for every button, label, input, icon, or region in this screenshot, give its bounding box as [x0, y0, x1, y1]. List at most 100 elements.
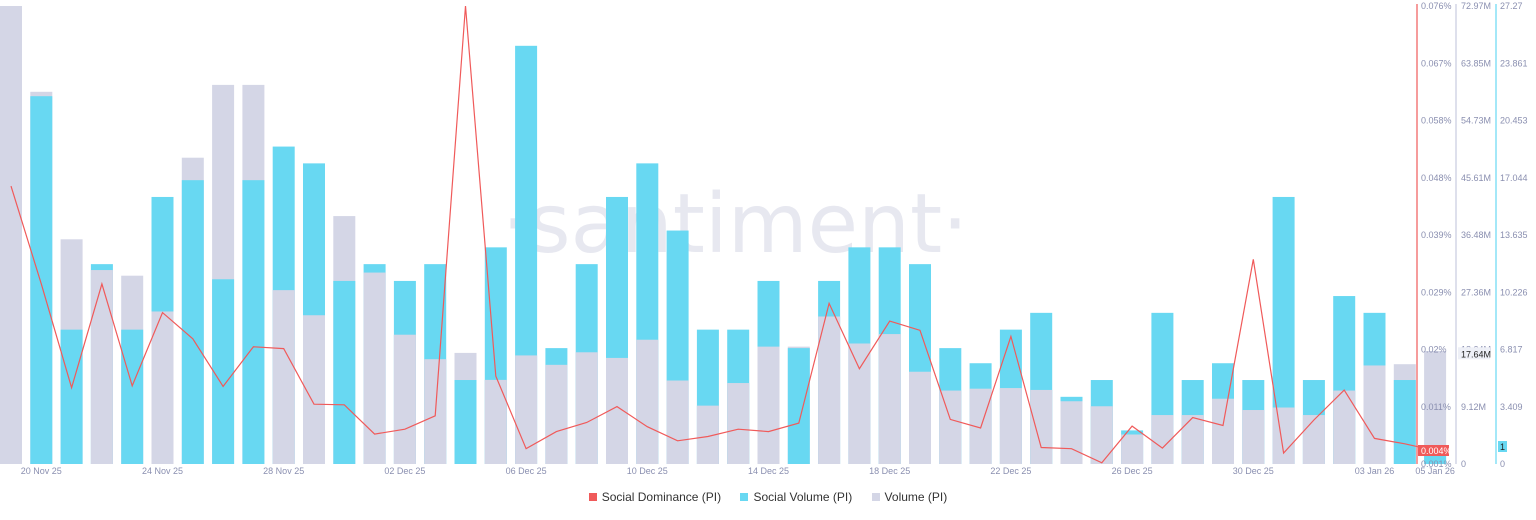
social-volume-bar: [1272, 196, 1295, 464]
legend-swatch-social-dominance: [588, 493, 597, 501]
volume-bar-overlay: [999, 388, 1022, 464]
volume-bar-overlay: [636, 339, 659, 464]
dominance-tick-label: 0.076%: [1421, 1, 1452, 11]
x-tick-label: 30 Dec 25: [1233, 466, 1274, 476]
social-volume-bar: [212, 279, 235, 464]
volume-bar: [0, 6, 22, 464]
volume-bar-overlay: [272, 290, 295, 464]
volume-bar-overlay: [757, 346, 780, 464]
volume-bar-overlay: [1363, 365, 1386, 464]
volume-bar-overlay: [1151, 415, 1174, 464]
dominance-tick-label: 0.058%: [1421, 116, 1452, 126]
social-volume-bar: [30, 96, 53, 465]
x-tick-label: 24 Nov 25: [142, 466, 183, 476]
x-tick-label: 20 Nov 25: [21, 466, 62, 476]
dominance-tick-label: 0.048%: [1421, 173, 1452, 183]
volume-bar-overlay: [90, 270, 113, 464]
volume-current-badge: [1458, 347, 1490, 360]
volume-bar-overlay: [1121, 434, 1144, 464]
social-current-value: 1: [1500, 442, 1505, 452]
volume-tick-label: 0: [1461, 459, 1466, 469]
dominance-current-badge: [1418, 445, 1449, 456]
social-volume-bar: [60, 329, 83, 464]
volume-bar-overlay: [575, 352, 598, 464]
volume-bar-overlay: [1242, 410, 1265, 464]
x-tick-label: 03 Jan 26: [1355, 466, 1395, 476]
dominance-tick-label: 0.001%: [1421, 459, 1452, 469]
line-layer: [10, 5, 1436, 464]
dominance-tick-label: 0.011%: [1421, 402, 1451, 412]
dominance-current-value: 0.004%: [1421, 446, 1452, 456]
social-tick-label: 23.861: [1500, 58, 1528, 68]
x-axis: 20 Nov 25 24 Nov 25 28 Nov 25 02 Dec 25 06 D…: [21, 466, 1455, 476]
volume-bar-overlay: [1272, 407, 1295, 464]
volume-bar-overlay: [1302, 415, 1325, 464]
dominance-tick-label: 0.029%: [1421, 287, 1452, 297]
x-tick-label: 14 Dec 25: [748, 466, 789, 476]
bar-layer: [0, 6, 1447, 465]
volume-bar-overlay: [909, 371, 931, 464]
x-tick-label: 06 Dec 25: [506, 466, 547, 476]
social-tick-label: 0: [1500, 459, 1505, 469]
legend-item-social-volume[interactable]: Social Volume (PI): [740, 490, 852, 504]
volume-tick-label: 54.73M: [1461, 116, 1491, 126]
volume-bar-overlay: [848, 343, 871, 464]
volume-tick-label: 45.61M: [1461, 173, 1491, 183]
volume-tick-label: 9.12M: [1461, 402, 1486, 412]
volume-bar: [1424, 351, 1447, 464]
social-tick-label: 13.635: [1500, 230, 1528, 240]
legend-label-volume: Volume (PI): [884, 490, 948, 504]
legend-swatch-volume: [871, 493, 880, 501]
social-tick-label: 10.226: [1500, 287, 1528, 297]
legend-item-volume[interactable]: Volume (PI): [871, 490, 948, 504]
social-dominance-line: [10, 5, 1436, 464]
volume-bar-overlay: [818, 316, 841, 464]
volume-bar-overlay: [666, 380, 689, 464]
legend-label-social-volume: Social Volume (PI): [753, 490, 853, 504]
volume-bar-overlay: [1060, 401, 1083, 464]
social-volume-bar: [454, 380, 477, 464]
legend-item-social-dominance[interactable]: Social Dominance (PI): [588, 490, 722, 504]
volume-bar-overlay: [545, 364, 568, 464]
legend-label-social-dominance: Social Dominance (PI): [601, 490, 722, 504]
volume-bar-overlay: [363, 272, 386, 464]
dominance-tick-label: 0.039%: [1421, 230, 1452, 240]
social-volume-bar: [1393, 380, 1416, 464]
social-volume-bar: [1424, 455, 1447, 464]
volume-tick-label: 36.48M: [1461, 230, 1491, 240]
x-tick-label: 18 Dec 25: [869, 466, 910, 476]
volume-tick-label: 27.36M: [1461, 287, 1491, 297]
social-volume-bar: [787, 348, 810, 464]
legend: Social Dominance (PI) Social Volume (PI)…: [0, 490, 1536, 504]
x-tick-label: 26 Dec 25: [1112, 466, 1153, 476]
x-tick-label: 10 Dec 25: [627, 466, 668, 476]
volume-bar-overlay: [1090, 406, 1113, 464]
social-current-badge: [1498, 441, 1507, 452]
social-tick-label: 20.453: [1500, 116, 1528, 126]
social-volume-bar: [181, 180, 204, 464]
x-tick-label: 02 Dec 25: [384, 466, 425, 476]
volume-bar-overlay: [727, 383, 750, 464]
x-tick-label: 28 Nov 25: [263, 466, 304, 476]
social-tick-label: 17.044: [1500, 173, 1528, 183]
legend-swatch-social-volume: [740, 493, 749, 501]
volume-bar-overlay: [696, 405, 719, 464]
volume-bar-overlay: [1333, 390, 1356, 464]
social-tick-label: 6.817: [1500, 345, 1523, 355]
volume-tick-label: 72.97M: [1461, 1, 1491, 11]
social-volume-bar: [333, 280, 356, 464]
social-tick-label: 3.409: [1500, 402, 1523, 412]
volume-bar-overlay: [1212, 398, 1234, 464]
volume-bar-overlay: [1181, 415, 1204, 464]
x-tick-label: 05 Jan 26: [1415, 466, 1455, 476]
dominance-tick-label: 0.067%: [1421, 58, 1452, 68]
volume-tick-label: 63.85M: [1461, 58, 1491, 68]
x-tick-label: 22 Dec 25: [990, 466, 1031, 476]
volume-bar-overlay: [939, 390, 962, 464]
volume-bar-overlay: [1030, 389, 1053, 464]
dominance-tick-label: 0.02%: [1421, 345, 1447, 355]
volume-bar-overlay: [303, 315, 325, 464]
volume-bar-overlay: [393, 334, 416, 464]
social-volume-bar: [242, 180, 265, 464]
